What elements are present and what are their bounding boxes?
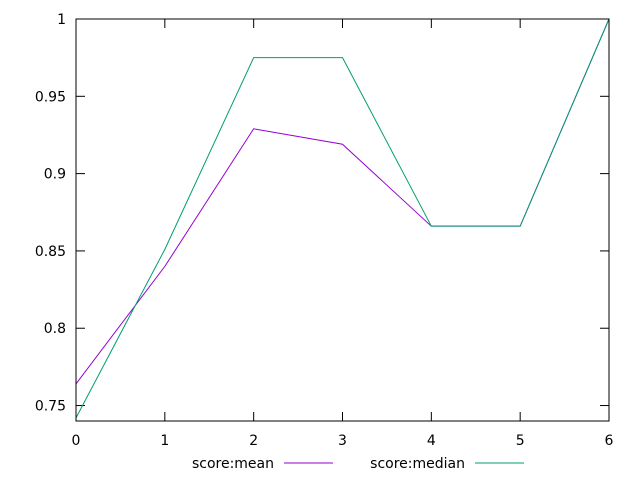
y-tick-marks (76, 18, 609, 407)
x-tick-marks (75, 19, 610, 421)
series-lines (75, 18, 610, 419)
x-tick-label: 2 (249, 433, 258, 449)
x-tick-label: 5 (516, 433, 525, 449)
legend: score:mean score:median (192, 456, 524, 472)
y-tick-label: 1 (57, 12, 66, 28)
legend-label: score:mean (192, 456, 274, 472)
y-tick-labels: 0.75 0.8 0.85 0.9 0.95 1 (35, 12, 66, 415)
x-tick-label: 3 (338, 433, 347, 449)
x-tick-label: 0 (72, 433, 81, 449)
x-tick-label: 6 (605, 433, 614, 449)
y-tick-label: 0.95 (35, 89, 66, 105)
legend-label: score:median (370, 456, 465, 472)
plot-frame (75, 18, 610, 422)
y-tick-label: 0.85 (35, 244, 66, 260)
y-tick-label: 0.8 (44, 321, 66, 337)
series-line-score-median (75, 18, 610, 419)
series-line-score-mean (75, 18, 610, 385)
y-tick-label: 0.75 (35, 399, 66, 415)
y-tick-label: 0.9 (44, 167, 66, 183)
x-tick-label: 1 (160, 433, 169, 449)
x-tick-labels: 0 1 2 3 4 5 6 (72, 433, 614, 449)
x-tick-label: 4 (427, 433, 436, 449)
